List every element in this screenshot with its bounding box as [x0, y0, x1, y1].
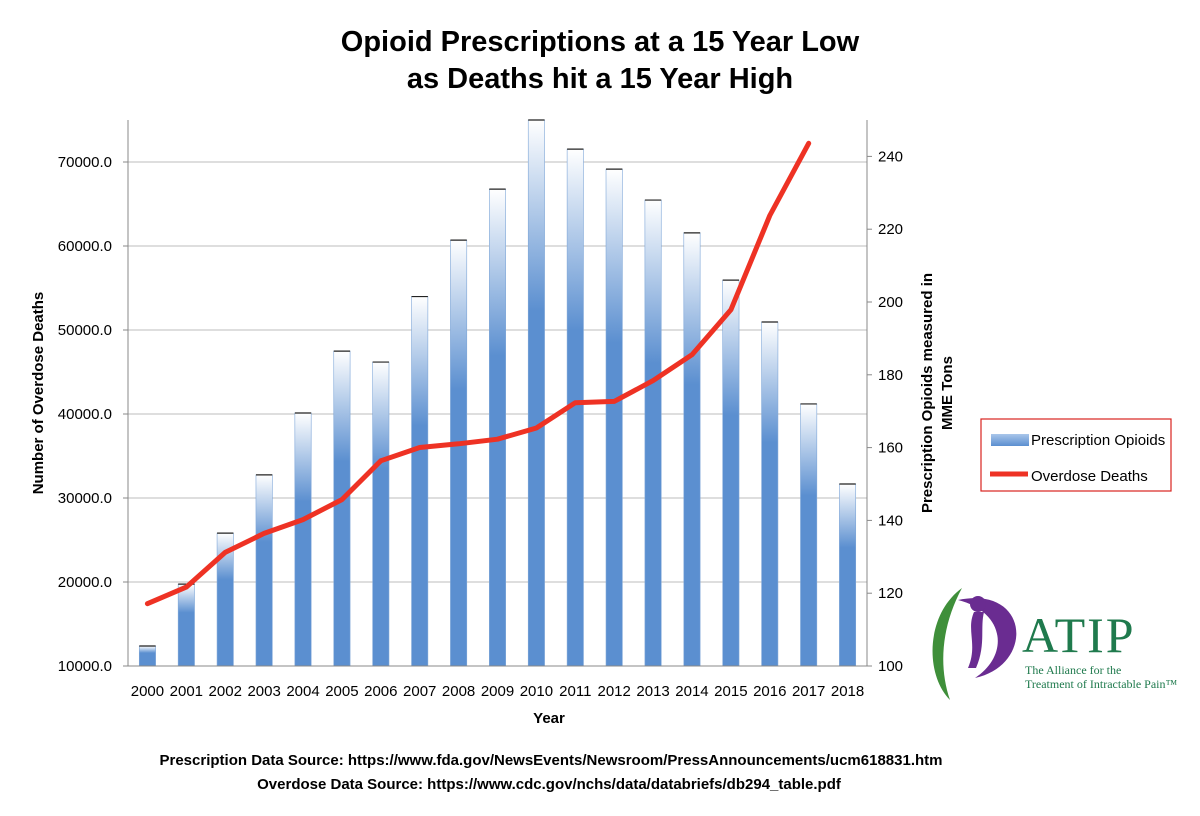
bar-2017: [800, 403, 818, 667]
x-tick-label: 2018: [831, 683, 864, 700]
legend: Prescription Opioids Overdose Deaths: [980, 418, 1172, 492]
bar-rect: [450, 239, 468, 667]
bar-2007: [411, 295, 429, 667]
x-tick-label: 2013: [636, 683, 669, 700]
bar-rect: [527, 119, 545, 667]
bar-rect: [839, 483, 857, 667]
bar-2003: [255, 474, 273, 667]
bar-rect: [605, 168, 623, 667]
x-tick-label: 2002: [209, 683, 242, 700]
bar-2009: [489, 188, 506, 667]
bar-2014: [683, 232, 701, 667]
y-axis-right-title-line2: MME Tons: [939, 356, 956, 430]
bar-rect: [255, 474, 273, 667]
logo-arc-icon: [958, 598, 1017, 678]
bar-rect: [722, 279, 740, 667]
right-tick-labels: 100 120 140 160 180 200 220 240: [867, 148, 903, 675]
left-tick-label: 40000.0: [58, 406, 112, 423]
bar-rect: [294, 412, 312, 667]
bar-rect: [489, 188, 506, 667]
legend-label-overdose: Overdose Deaths: [1031, 468, 1148, 485]
bar-2013: [644, 199, 662, 667]
right-tick-label: 120: [878, 585, 903, 602]
x-tick-label: 2012: [597, 683, 630, 700]
x-tick-label: 2014: [675, 683, 708, 700]
bar-series: [138, 119, 857, 667]
legend-swatch-prescription: [991, 434, 1029, 446]
bar-2012: [605, 168, 623, 667]
bar-2008: [450, 239, 468, 667]
y-axis-right-title-line1: Prescription Opioids measured in: [919, 273, 936, 513]
bar-rect: [411, 296, 429, 667]
bar-2015: [722, 279, 740, 667]
right-tick-label: 220: [878, 221, 903, 238]
logo-figure-icon: [968, 612, 984, 668]
logo-tagline-line2: Treatment of Intractable Pain™: [1025, 677, 1178, 691]
logo-leaf-icon: [932, 588, 962, 700]
right-tick-label: 160: [878, 440, 903, 457]
bar-rect: [138, 645, 156, 667]
right-tick-label: 140: [878, 512, 903, 529]
x-tick-label: 2009: [481, 683, 514, 700]
legend-label-prescription: Prescription Opioids: [1031, 432, 1165, 449]
bar-2005: [333, 350, 351, 667]
legend-box: [980, 418, 1172, 492]
bar-rect: [644, 199, 662, 667]
bar-2016: [761, 321, 779, 667]
bar-rect: [800, 403, 818, 667]
x-tick-label: 2001: [170, 683, 203, 700]
overdose-deaths-line: [144, 140, 812, 607]
left-tick-labels: 10000.0 20000.0 30000.0 40000.0 50000.0 60000…: [58, 154, 128, 675]
right-tick-label: 240: [878, 148, 903, 165]
left-tick-label: 10000.0: [58, 658, 112, 675]
x-tick-label: 2015: [714, 683, 747, 700]
bar-rect: [761, 321, 779, 667]
y-axis-left-title: Number of Overdose Deaths: [30, 292, 47, 495]
logo-head-icon: [970, 596, 986, 612]
x-tick-label: 2016: [753, 683, 786, 700]
bar-2001: [177, 583, 195, 667]
bar-2018: [839, 483, 857, 667]
x-tick-label: 2011: [559, 683, 591, 700]
left-tick-label: 20000.0: [58, 574, 112, 591]
x-tick-label: 2008: [442, 683, 475, 700]
bar-rect: [333, 350, 351, 667]
logo-name: ATIP: [1022, 607, 1136, 663]
chart-title-line2: as Deaths hit a 15 Year High: [407, 63, 793, 95]
x-tick-label: 2005: [325, 683, 358, 700]
prescription-source: Prescription Data Source: https://www.fd…: [160, 752, 943, 769]
left-tick-label: 60000.0: [58, 238, 112, 255]
bar-2000: [138, 645, 156, 667]
x-tick-label: 2003: [247, 683, 280, 700]
atip-logo: ATIP The Alliance for the Treatment of I…: [932, 588, 1178, 700]
left-tick-label: 30000.0: [58, 490, 112, 507]
x-tick-label: 2010: [520, 683, 553, 700]
x-tick-label: 2017: [792, 683, 825, 700]
x-tick-label: 2004: [286, 683, 319, 700]
bar-rect: [372, 361, 390, 667]
left-tick-label: 70000.0: [58, 154, 112, 171]
bar-rect: [683, 232, 701, 667]
line-series: [144, 140, 812, 607]
x-tick-label: 2006: [364, 683, 397, 700]
axes: [127, 120, 868, 667]
x-tick-label: 2000: [131, 683, 164, 700]
overdose-source: Overdose Data Source: https://www.cdc.go…: [257, 776, 842, 793]
bar-2010: [527, 119, 545, 667]
right-tick-label: 200: [878, 294, 903, 311]
bar-2004: [294, 412, 312, 667]
bar-2006: [372, 361, 390, 667]
right-tick-label: 180: [878, 367, 903, 384]
x-tick-label: 2007: [403, 683, 436, 700]
right-tick-label: 100: [878, 658, 903, 675]
chart-title-line1: Opioid Prescriptions at a 15 Year Low: [341, 26, 860, 58]
left-tick-label: 50000.0: [58, 322, 112, 339]
bar-rect: [177, 583, 195, 667]
logo-tagline-line1: The Alliance for the: [1025, 663, 1121, 677]
x-axis-title: Year: [533, 710, 565, 727]
x-tick-labels: 2000 2001 2002 2003 2004 2005 2006 2007 2008 2009…: [131, 683, 864, 700]
